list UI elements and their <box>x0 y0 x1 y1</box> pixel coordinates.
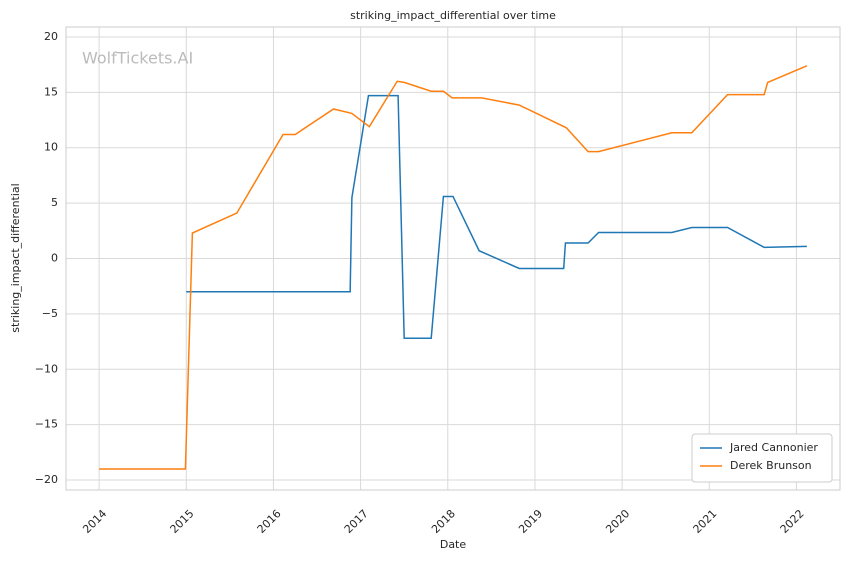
chart-title: striking_impact_differential over time <box>350 9 556 22</box>
legend-box <box>691 433 833 483</box>
legend: Jared Cannonier Derek Brunson <box>691 433 833 483</box>
y-tick-label: 5 <box>51 196 58 209</box>
x-tick-label: 2019 <box>516 507 545 536</box>
watermark: WolfTickets.AI <box>82 49 193 68</box>
plot-frame <box>65 26 841 491</box>
y-tick-label: 10 <box>44 141 58 154</box>
y-tick-label: 0 <box>51 252 58 265</box>
legend-label: Jared Cannonier <box>729 441 818 454</box>
x-tick-label: 2016 <box>255 507 284 536</box>
x-tick-label: 2018 <box>429 507 458 536</box>
y-tick-label: 20 <box>44 30 58 43</box>
x-tick-label: 2022 <box>778 507 807 536</box>
x-tick-label: 2017 <box>342 507 371 536</box>
line-series <box>99 65 808 470</box>
x-axis-label: Date <box>440 538 467 551</box>
x-tick-label: 2014 <box>80 507 109 536</box>
y-tick-label: −15 <box>35 418 58 431</box>
y-tick-label: −20 <box>35 473 58 486</box>
x-tick-label: 2020 <box>603 507 632 536</box>
y-axis-label: striking_impact_differential <box>9 183 22 332</box>
line-series <box>186 94 807 340</box>
y-tick-label: −10 <box>35 362 58 375</box>
y-tick-label: −5 <box>42 307 58 320</box>
x-tick-label: 2015 <box>168 507 197 536</box>
x-tick-label: 2021 <box>691 507 720 536</box>
legend-label: Derek Brunson <box>730 459 812 472</box>
y-tick-label: 15 <box>44 85 58 98</box>
